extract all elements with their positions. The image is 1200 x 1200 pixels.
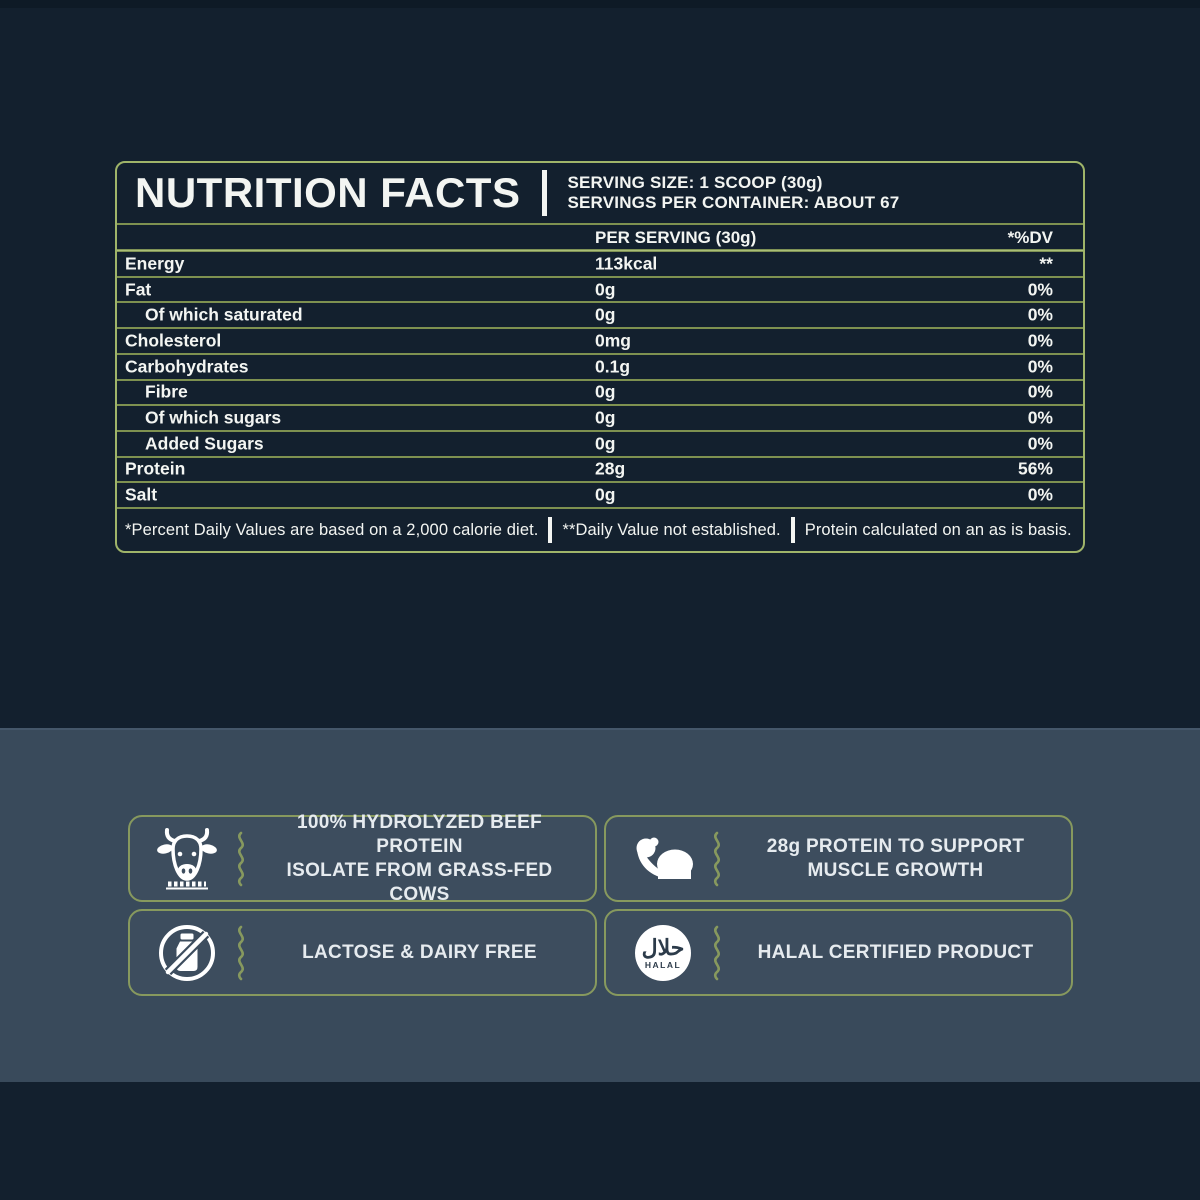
no-lactose-icon xyxy=(140,921,234,985)
row-amount: 0g xyxy=(595,381,616,402)
footnote-dv-not-established: **Daily Value not established. xyxy=(562,520,781,539)
halal-icon: حلال HALAL xyxy=(616,921,710,985)
table-row-fibre: Fibre 0g 0% xyxy=(117,381,1083,407)
footnote-divider-bar xyxy=(548,517,553,543)
table-row-cholesterol: Cholesterol 0mg 0% xyxy=(117,329,1083,355)
serving-info: SERVING SIZE: 1 SCOOP (30g) SERVINGS PER… xyxy=(567,173,899,213)
column-header-underline xyxy=(117,249,1083,252)
row-dv: 0% xyxy=(1027,279,1053,300)
footnote-protein-basis: Protein calculated on an as is basis. xyxy=(804,520,1072,539)
row-label: Of which sugars xyxy=(145,407,282,428)
header-separator-line xyxy=(117,223,1083,225)
row-amount: 0g xyxy=(595,484,616,505)
row-amount: 0g xyxy=(595,304,616,325)
feature-line: ISOLATE FROM GRASS-FED COWS xyxy=(286,859,553,905)
row-dv: 0% xyxy=(1027,433,1053,454)
row-label: Cholesterol xyxy=(125,330,222,351)
column-header-row: PER SERVING (30g) *%DV xyxy=(117,225,1083,249)
footnote-divider-bar xyxy=(790,517,795,543)
row-amount: 0g xyxy=(595,279,616,300)
panel-header: NUTRITION FACTS SERVING SIZE: 1 SCOOP (3… xyxy=(117,163,1083,223)
feature-card-beef-protein: 100% HYDROLYZED BEEF PROTEIN ISOLATE FRO… xyxy=(128,812,597,905)
table-row-carbohydrates: Carbohydrates 0.1g 0% xyxy=(117,355,1083,381)
row-amount: 0g xyxy=(595,407,616,428)
row-dv: 0% xyxy=(1027,304,1053,325)
feature-text: 100% HYDROLYZED BEEF PROTEIN ISOLATE FRO… xyxy=(252,811,595,907)
table-row-salt: Salt 0g 0% xyxy=(117,483,1083,510)
table-row-sugars: Of which sugars 0g 0% xyxy=(117,406,1083,432)
row-dv: 0% xyxy=(1027,330,1053,351)
row-label: Salt xyxy=(125,484,158,505)
row-dv: ** xyxy=(1039,253,1053,274)
squiggle-divider-icon xyxy=(234,830,252,888)
row-label: Protein xyxy=(125,458,186,479)
row-dv: 0% xyxy=(1027,356,1053,377)
halal-latin-text: HALAL xyxy=(645,960,681,970)
feature-line: 28g PROTEIN TO SUPPORT xyxy=(766,835,1025,857)
feature-card-lactose-free: LACTOSE & DAIRY FREE xyxy=(128,909,597,996)
halal-arabic-text: حلال xyxy=(642,935,685,960)
top-shade-strip xyxy=(0,0,1200,8)
serving-size-line: SERVING SIZE: 1 SCOOP (30g) xyxy=(567,173,823,192)
bicep-icon xyxy=(616,832,710,886)
row-dv: 0% xyxy=(1027,484,1053,505)
squiggle-divider-icon xyxy=(710,830,728,888)
title-divider-bar xyxy=(542,170,548,216)
feature-line: HALAL CERTIFIED PRODUCT xyxy=(757,941,1034,963)
row-label: Added Sugars xyxy=(145,433,264,454)
row-label: Fibre xyxy=(145,381,188,402)
squiggle-divider-icon xyxy=(710,924,728,982)
feature-line: LACTOSE & DAIRY FREE xyxy=(302,941,537,963)
row-amount: 28g xyxy=(595,458,626,479)
feature-card-halal: حلال HALAL HALAL CERTIFIED PRODUCT xyxy=(604,909,1073,996)
row-amount: 0g xyxy=(595,433,616,454)
cow-icon xyxy=(140,827,234,891)
panel-title: NUTRITION FACTS xyxy=(135,169,521,216)
nutrition-facts-panel: NUTRITION FACTS SERVING SIZE: 1 SCOOP (3… xyxy=(115,161,1085,553)
feature-band xyxy=(0,728,1200,1082)
row-dv: 56% xyxy=(1017,458,1053,479)
column-header-dv: *%DV xyxy=(1007,228,1053,247)
footnote-row: *Percent Daily Values are based on a 2,0… xyxy=(117,509,1083,551)
row-label: Fat xyxy=(125,279,152,300)
row-amount: 113kcal xyxy=(595,253,658,274)
column-header-amount: PER SERVING (30g) xyxy=(595,228,757,247)
table-row-added-sugars: Added Sugars 0g 0% xyxy=(117,432,1083,458)
feature-line: 100% HYDROLYZED BEEF PROTEIN xyxy=(297,811,542,857)
footnote-daily-values: *Percent Daily Values are based on a 2,0… xyxy=(125,520,539,539)
table-row-saturated: Of which saturated 0g 0% xyxy=(117,303,1083,330)
table-row-fat: Fat 0g 0% xyxy=(117,278,1083,304)
row-amount: 0.1g xyxy=(595,356,631,377)
row-label: Of which saturated xyxy=(145,304,303,325)
row-label: Energy xyxy=(125,253,185,274)
table-row-energy: Energy 113kcal ** xyxy=(117,252,1083,278)
row-dv: 0% xyxy=(1027,407,1053,428)
row-amount: 0mg xyxy=(595,330,631,351)
servings-per-container-line: SERVINGS PER CONTAINER: ABOUT 67 xyxy=(567,193,900,212)
feature-line: MUSCLE GROWTH xyxy=(807,859,984,881)
feature-card-muscle-growth: 28g PROTEIN TO SUPPORT MUSCLE GROWTH xyxy=(604,815,1073,902)
table-row-protein: Protein 28g 56% xyxy=(117,458,1083,484)
nutrition-rows: Energy 113kcal ** Fat 0g 0% Of which sat… xyxy=(117,252,1083,510)
row-dv: 0% xyxy=(1027,381,1053,402)
squiggle-divider-icon xyxy=(234,924,252,982)
feature-text: HALAL CERTIFIED PRODUCT xyxy=(728,941,1071,965)
feature-text: 28g PROTEIN TO SUPPORT MUSCLE GROWTH xyxy=(728,835,1071,883)
feature-text: LACTOSE & DAIRY FREE xyxy=(252,941,595,965)
row-label: Carbohydrates xyxy=(125,356,249,377)
